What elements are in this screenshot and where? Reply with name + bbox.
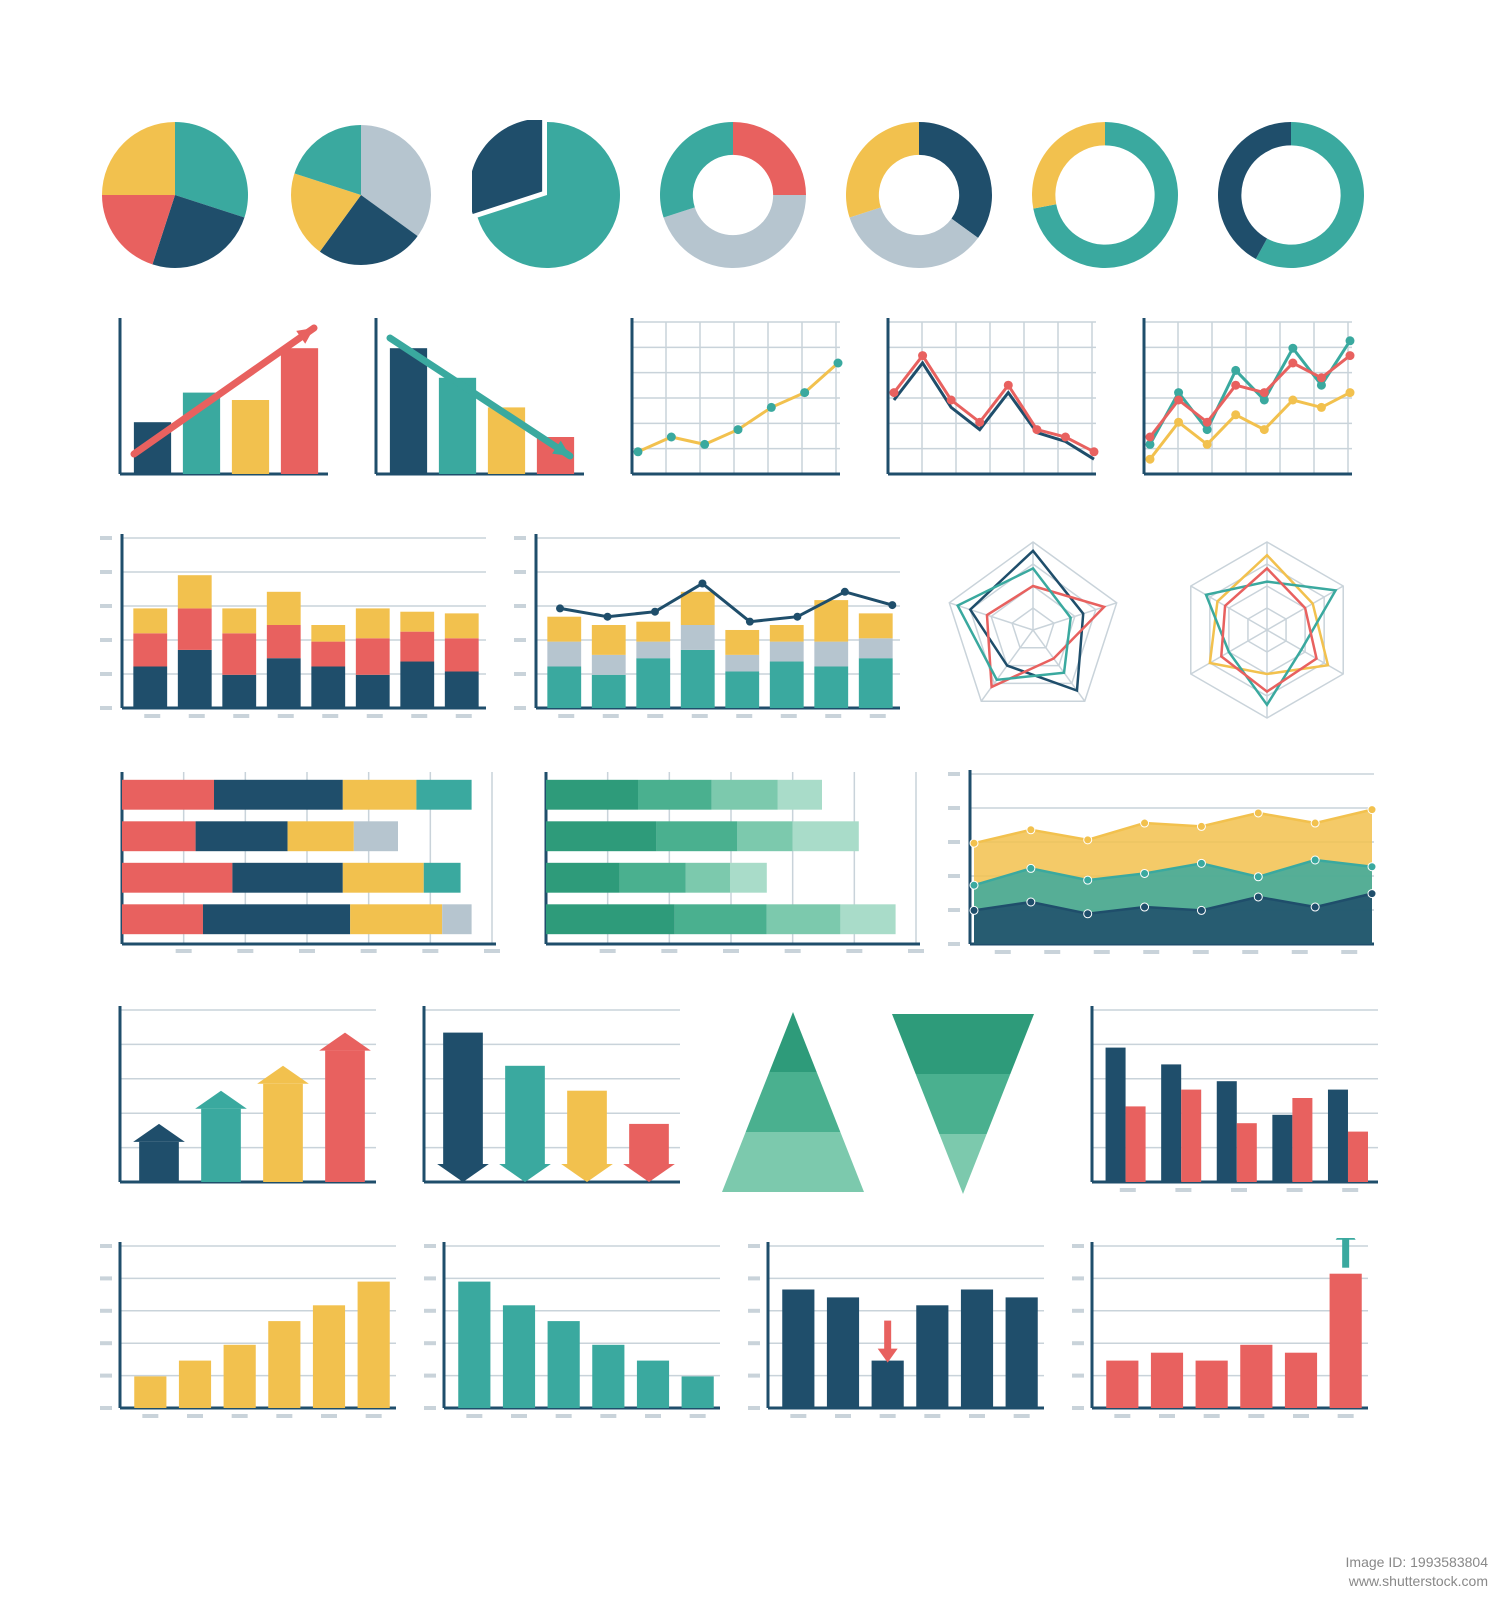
row5-chart-2 (708, 1002, 1048, 1202)
mini-chart-2 (612, 314, 844, 494)
pie-chart-5 (1030, 120, 1180, 270)
row4-chart-2 (948, 766, 1378, 966)
row4-chart-1 (524, 766, 924, 966)
row3-chart-3 (1162, 530, 1372, 730)
pie-chart-2 (472, 120, 622, 270)
mini-chart-3 (868, 314, 1100, 494)
row5-chart-3 (1072, 1002, 1382, 1202)
image-id-label: Image ID: 1993583804 (1346, 1553, 1488, 1573)
row3-chart-2 (928, 530, 1138, 730)
pie-chart-1 (286, 120, 436, 270)
row3-chart-1 (514, 530, 904, 730)
pie-chart-6 (1216, 120, 1366, 270)
mini-chart-0 (100, 314, 332, 494)
row4-chart-0 (100, 766, 500, 966)
mini-chart-4 (1124, 314, 1356, 494)
bottom-chart-1 (424, 1238, 724, 1428)
row5-chart-0 (100, 1002, 380, 1202)
pie-chart-3 (658, 120, 808, 270)
bottom-chart-3 (1072, 1238, 1372, 1428)
mini-chart-1 (356, 314, 588, 494)
bottom-chart-2 (748, 1238, 1048, 1428)
row5-chart-1 (404, 1002, 684, 1202)
site-label: www.shutterstock.com (1346, 1572, 1488, 1592)
attribution-footer: Image ID: 1993583804 www.shutterstock.co… (1346, 1553, 1488, 1592)
row3-chart-0 (100, 530, 490, 730)
pie-chart-0 (100, 120, 250, 270)
pie-chart-4 (844, 120, 994, 270)
bottom-chart-0 (100, 1238, 400, 1428)
